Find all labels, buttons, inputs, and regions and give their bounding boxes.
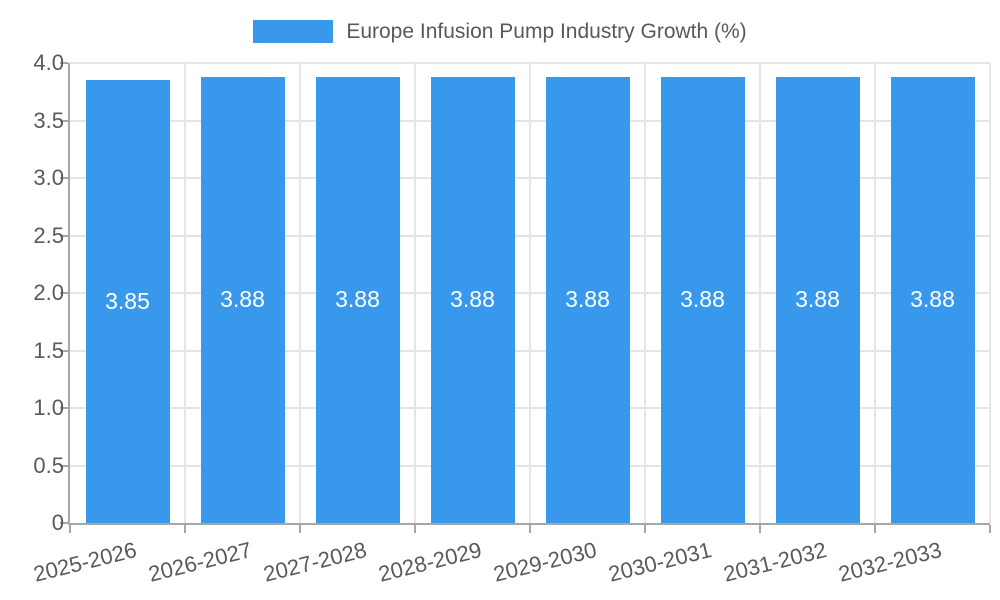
y-axis-tick: [60, 119, 68, 122]
bar-value-label: 3.88: [220, 285, 265, 312]
bar[interactable]: 3.88: [775, 76, 860, 523]
x-axis-tick: [644, 525, 646, 533]
bar-value-label: 3.88: [680, 285, 725, 312]
bar-value-label: 3.88: [795, 285, 840, 312]
y-axis-tick: [60, 292, 68, 294]
x-gridline: [299, 63, 301, 523]
legend-label[interactable]: Europe Infusion Pump Industry Growth (%): [346, 20, 747, 43]
x-gridline: [644, 63, 646, 523]
chart-legend: Europe Infusion Pump Industry Growth (%): [0, 18, 1000, 45]
x-axis-line: [68, 523, 990, 525]
y-axis-tick-label: 3.0: [33, 165, 64, 190]
bar-value-label: 3.85: [105, 287, 150, 314]
y-axis-tick-label: 2.0: [33, 280, 64, 305]
x-axis-tick: [414, 525, 416, 533]
y-axis-line: [68, 63, 70, 523]
y-axis-tick: [60, 349, 68, 352]
y-axis-tick: [60, 234, 68, 237]
bar[interactable]: 3.88: [890, 76, 975, 523]
y-axis-tick: [60, 62, 68, 64]
x-gridline: [759, 63, 761, 523]
x-axis-tick: [529, 525, 531, 533]
x-axis-tick: [874, 525, 876, 533]
bar-value-label: 3.88: [565, 285, 610, 312]
y-axis-tick: [60, 464, 68, 467]
x-axis-tick: [299, 525, 301, 533]
x-gridline: [414, 63, 416, 523]
bar[interactable]: 3.88: [545, 76, 630, 523]
bar[interactable]: 3.88: [660, 76, 745, 523]
bar[interactable]: 3.88: [430, 76, 515, 523]
x-gridline: [184, 63, 186, 523]
y-axis-tick-label: 1.5: [33, 337, 64, 363]
x-gridline: [989, 63, 991, 523]
y-axis-tick: [60, 407, 68, 409]
plot-area: 3.85 3.88 3.88 3.88 3.88 3.88 3.88 3.88: [60, 62, 991, 533]
y-axis-tick: [60, 177, 68, 179]
x-gridline: [529, 63, 531, 523]
legend-swatch[interactable]: [253, 20, 334, 43]
x-axis-tick: [184, 525, 186, 533]
y-axis-tick-label: 3.5: [33, 107, 64, 133]
y-axis-tick-label: 4.0: [33, 50, 64, 75]
bar[interactable]: 3.88: [200, 76, 285, 523]
bar-value-label: 3.88: [910, 285, 955, 312]
x-gridline: [874, 63, 876, 523]
bar[interactable]: 3.85: [85, 80, 170, 523]
x-axis-tick: [989, 525, 991, 533]
y-axis-tick: [60, 522, 68, 524]
bar-value-label: 3.88: [335, 285, 380, 312]
y-axis-tick-label: 0.5: [33, 452, 64, 478]
bar-value-label: 3.88: [450, 285, 495, 312]
bar[interactable]: 3.88: [315, 76, 400, 523]
y-axis-tick-label: 0: [51, 510, 64, 535]
x-axis-tick: [69, 525, 71, 533]
y-axis-tick-label: 1.0: [33, 395, 64, 420]
x-axis-tick: [759, 525, 761, 533]
y-axis-tick-label: 2.5: [33, 222, 64, 248]
